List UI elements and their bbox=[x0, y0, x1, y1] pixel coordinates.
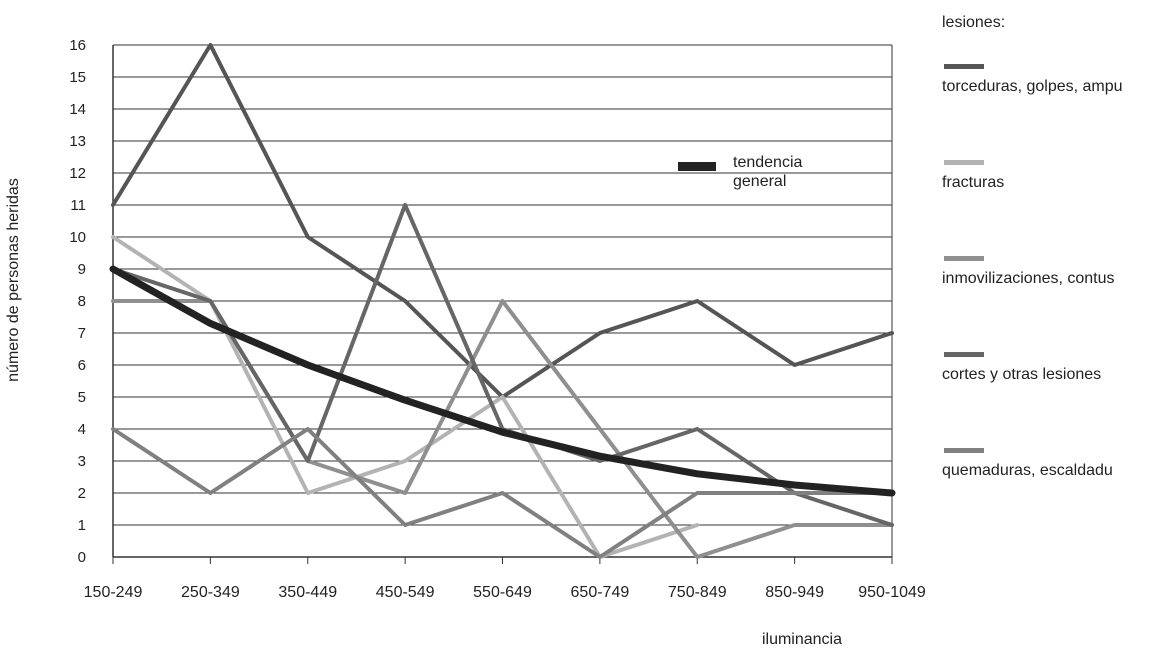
y-tick-label: 15 bbox=[69, 69, 86, 86]
legend-swatch bbox=[944, 160, 984, 165]
y-tick-label: 4 bbox=[78, 421, 86, 438]
y-tick-label: 5 bbox=[78, 389, 86, 406]
series-line-1 bbox=[111, 43, 894, 399]
legend-label: fracturas bbox=[942, 174, 1005, 191]
y-tick-label: 12 bbox=[69, 165, 86, 182]
x-tick-label: 350-449 bbox=[278, 584, 337, 601]
y-axis-title: número de personas heridas bbox=[5, 178, 22, 382]
legend-swatch bbox=[944, 64, 984, 69]
x-tick-label: 650-749 bbox=[571, 584, 630, 601]
x-tick-label: 550-649 bbox=[473, 584, 532, 601]
legend-label: cortes y otras lesiones bbox=[942, 366, 1102, 383]
x-tick-label: 250-349 bbox=[181, 584, 240, 601]
legend-swatch bbox=[944, 256, 984, 261]
y-tick-label: 2 bbox=[78, 485, 86, 502]
y-tick-label: 13 bbox=[69, 133, 86, 150]
y-tick-label: 9 bbox=[78, 261, 86, 278]
y-tick-label: 1 bbox=[78, 517, 86, 534]
trend-legend-label-line1: tendencia bbox=[733, 154, 802, 171]
trend-legend-label-line2: general bbox=[733, 173, 786, 190]
trend-legend-label: tendencia general bbox=[733, 154, 807, 190]
trend-legend: tendencia general bbox=[678, 154, 807, 190]
trend-legend-swatch bbox=[678, 162, 716, 171]
x-tick-label: 950-1049 bbox=[858, 584, 926, 601]
legend-swatch bbox=[944, 352, 984, 357]
legend-label: torceduras, golpes, ampu bbox=[942, 78, 1123, 95]
trend-line bbox=[109, 265, 896, 497]
x-axis-title: iluminancia bbox=[762, 631, 842, 648]
y-tick-label: 14 bbox=[69, 101, 86, 118]
x-tick-label: 150-249 bbox=[84, 584, 143, 601]
x-tick-labels: 150-249 250-349 350-449 450-549 550-649 650-7… bbox=[84, 584, 926, 601]
x-tick-label: 450-549 bbox=[376, 584, 435, 601]
y-tick-label: 10 bbox=[69, 229, 86, 246]
series-line-5 bbox=[111, 427, 894, 559]
y-tick-label: 8 bbox=[78, 293, 86, 310]
legend: lesiones: torceduras, golpes, ampu fractu… bbox=[942, 0, 1150, 649]
legend-label: quemaduras, escaldadu bbox=[942, 462, 1113, 479]
x-tick-label: 850-949 bbox=[765, 584, 824, 601]
y-tick-label: 7 bbox=[78, 325, 86, 342]
x-tick-label: 750-849 bbox=[668, 584, 727, 601]
series-lines bbox=[109, 43, 896, 559]
y-tick-label: 11 bbox=[70, 197, 86, 214]
y-tick-label: 16 bbox=[69, 37, 86, 54]
y-tick-label: 3 bbox=[78, 453, 86, 470]
legend-swatch bbox=[944, 448, 984, 453]
legend-label: inmovilizaciones, contus bbox=[942, 270, 1115, 287]
y-tick-label: 0 bbox=[78, 549, 86, 566]
legend-title: lesiones: bbox=[942, 14, 1006, 31]
y-tick-label: 6 bbox=[78, 357, 86, 374]
